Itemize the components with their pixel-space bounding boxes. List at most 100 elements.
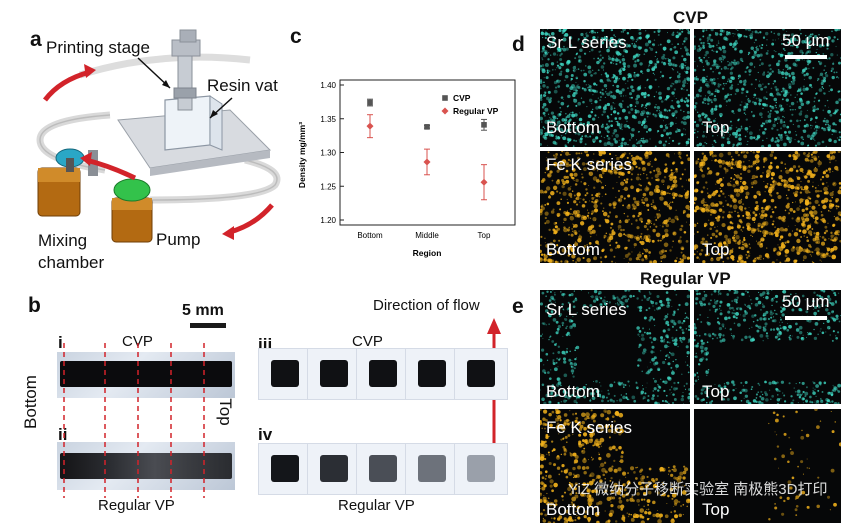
y-tick-label: 1.40 [320, 81, 336, 90]
scale-bar-5mm [190, 323, 226, 328]
panel-b-label: b [28, 294, 41, 317]
regular-bar-photo [57, 442, 235, 490]
data-point-regular-vp [480, 178, 488, 186]
watermark: YiZ 微纳分子移断实验室 南极熊3D打印 [568, 481, 828, 498]
density-chart: 1.20 1.25 1.30 1.35 1.40 Bottom Middle Top Den… [297, 79, 516, 258]
cube-sample [320, 455, 348, 482]
cube-sample [467, 455, 495, 482]
regular-vp-label-left: Regular VP [98, 497, 175, 514]
panel-e-label: e [512, 295, 524, 318]
eds-speckle-texture [540, 290, 690, 404]
x-tick-label: Bottom [357, 231, 383, 240]
cube-5 [454, 443, 508, 495]
data-point-cvp [424, 124, 430, 130]
e-fe-bottom-label: Bottom [546, 500, 600, 519]
d-scale-bar [785, 55, 827, 59]
eds-speckle-texture [768, 409, 841, 521]
d-scale-label: 50 μm [782, 31, 830, 50]
data-point-cvp [481, 122, 487, 128]
y-tick-label: 1.30 [320, 149, 336, 158]
mixing-chamber-label-2: chamber [38, 253, 105, 272]
cvp-fe-top-map [694, 151, 841, 263]
eds-speckle-texture [540, 409, 690, 523]
resin-vat-label: Resin vat [207, 76, 278, 95]
regular-vp-label-right: Regular VP [338, 497, 415, 514]
legend-marker [442, 95, 448, 101]
b-iv-label: iv [258, 425, 273, 444]
mixing-chamber-label-1: Mixing [38, 231, 88, 250]
cube-sample [369, 455, 397, 482]
cube-2 [307, 443, 361, 495]
b-i-label: i [58, 333, 63, 352]
y-tick-label: 1.25 [320, 182, 336, 191]
d-sr-top-label: Top [702, 118, 730, 137]
printer-schematic [36, 29, 281, 243]
printing-stage-label: Printing stage [46, 38, 150, 57]
cvp-sr-top-map [694, 29, 841, 147]
data-point-regular-vp [366, 122, 374, 130]
legend-label: Regular VP [453, 106, 499, 116]
cube-sample [418, 455, 446, 482]
cube-sample [271, 455, 299, 482]
cvp-bar-label: CVP [122, 333, 153, 350]
eds-speckle-texture [694, 29, 841, 147]
regular-bar [60, 453, 232, 479]
panel-c-label: c [290, 25, 302, 48]
cube-sample [467, 360, 495, 387]
bottom-side-label: Bottom [21, 375, 40, 429]
scale-label-5mm: 5 mm [182, 302, 224, 319]
direction-of-flow-label: Direction of flow [373, 297, 480, 314]
e-scale-label: 50 μm [782, 292, 830, 311]
eds-speckle-texture [540, 151, 690, 263]
b-ii-label: ii [58, 425, 68, 444]
d-fe-top-label: Top [702, 240, 730, 259]
cube-1 [258, 443, 312, 495]
cube-5 [454, 348, 508, 400]
eds-speckle-texture [694, 151, 841, 263]
y-tick-label: 1.35 [320, 115, 336, 124]
e-fe-label: Fe K series [546, 418, 632, 437]
chart-ylabel: Density mg/mm³ [297, 122, 307, 188]
legend-marker [441, 107, 449, 115]
eds-speckle-texture [694, 290, 841, 404]
y-tick-label: 1.20 [320, 216, 336, 225]
chart-xlabel: Region [413, 248, 442, 258]
regular-sr-top-map [694, 290, 841, 404]
region-divider-lines [63, 343, 205, 498]
regular-fe-bottom-map [540, 409, 690, 523]
d-fe-label: Fe K series [546, 155, 632, 174]
cube-sample [418, 360, 446, 387]
cube-sample [271, 360, 299, 387]
cube-3 [356, 443, 410, 495]
legend-label: CVP [453, 93, 471, 103]
cube-sample [320, 360, 348, 387]
cube-4 [405, 443, 459, 495]
panel-e-title: Regular VP [640, 269, 731, 288]
data-point-regular-vp [423, 158, 431, 166]
e-sr-label: Sr L series [546, 300, 627, 319]
e-sr-bottom-label: Bottom [546, 382, 600, 401]
d-sr-label: Sr L series [546, 33, 627, 52]
data-point-cvp [367, 99, 373, 106]
cvp-fe-bottom-map [540, 151, 690, 263]
cube-2 [307, 348, 361, 400]
e-scale-bar [785, 316, 827, 320]
d-fe-bottom-label: Bottom [546, 240, 600, 259]
panel-d-label: d [512, 33, 525, 56]
panel-d-title: CVP [673, 8, 708, 27]
cube-1 [258, 348, 312, 400]
panel-a-label: a [30, 28, 42, 51]
cube-sample [369, 360, 397, 387]
pump-label: Pump [156, 230, 201, 249]
eds-speckle-texture [540, 29, 690, 147]
d-sr-bottom-label: Bottom [546, 118, 600, 137]
cvp-cubes-label: CVP [352, 333, 383, 350]
cube-3 [356, 348, 410, 400]
regular-fe-top-map [694, 409, 841, 523]
cvp-sr-bottom-map [540, 29, 690, 147]
cube-4 [405, 348, 459, 400]
x-tick-label: Top [478, 231, 491, 240]
e-sr-top-label: Top [702, 382, 730, 401]
x-tick-label: Middle [415, 231, 439, 240]
regular-sr-bottom-map [540, 290, 690, 404]
